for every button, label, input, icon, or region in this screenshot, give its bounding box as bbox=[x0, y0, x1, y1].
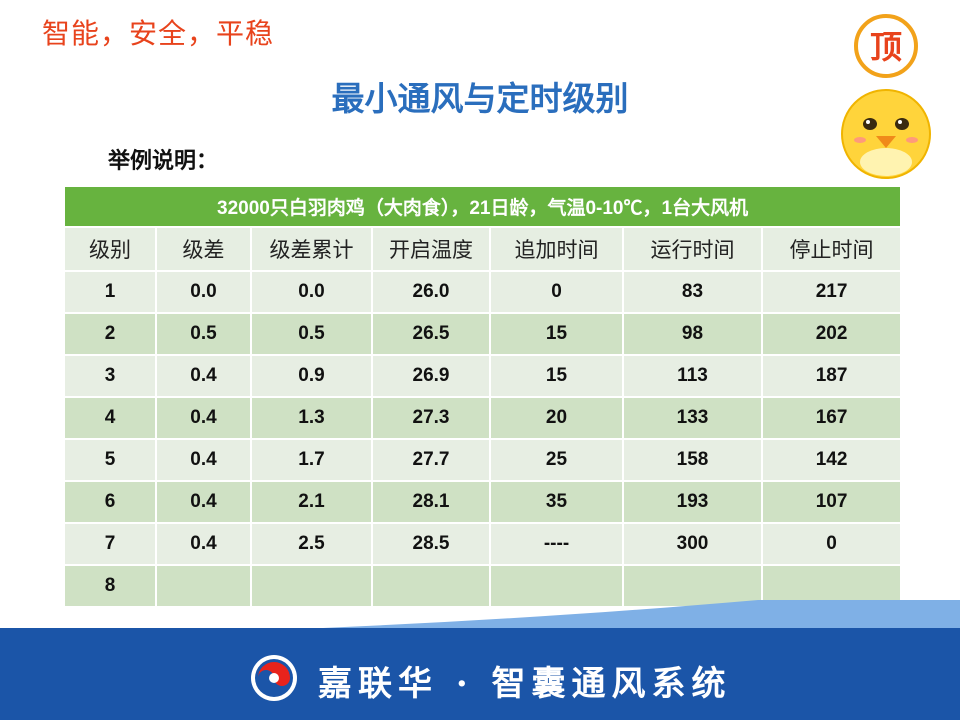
table-cell: 0.0 bbox=[250, 270, 373, 314]
table-cell: 2.5 bbox=[250, 522, 373, 566]
table-cell: 158 bbox=[622, 438, 763, 482]
table-cell: 28.1 bbox=[371, 480, 491, 524]
table-cell: 0.4 bbox=[155, 354, 252, 398]
mascot-text: 顶 bbox=[870, 28, 902, 66]
table-cell bbox=[622, 564, 763, 608]
table-row: 5 0.4 1.7 27.7 25 158 142 bbox=[63, 438, 903, 482]
table-cell: 6 bbox=[63, 480, 157, 524]
table-cell: 0.4 bbox=[155, 480, 252, 524]
header-cell: 级差累计 bbox=[250, 226, 373, 272]
table-cell: ---- bbox=[489, 522, 624, 566]
table-cell: 0.0 bbox=[155, 270, 252, 314]
ventilation-level-table: 32000只白羽肉鸡（大肉食），21日龄，气温0-10℃，1台大风机 级别 级差… bbox=[62, 185, 903, 608]
table-caption: 32000只白羽肉鸡（大肉食），21日龄，气温0-10℃，1台大风机 bbox=[62, 185, 903, 228]
table-cell: 0 bbox=[489, 270, 624, 314]
table-row: 8 bbox=[63, 564, 903, 608]
table-cell: 107 bbox=[760, 480, 903, 524]
brand-name: 嘉联华 · 智囊通风系统 bbox=[318, 664, 732, 704]
table-cell: 26.5 bbox=[371, 312, 491, 356]
table-cell bbox=[371, 564, 491, 608]
table-cell: 2 bbox=[63, 312, 157, 356]
table-cell: 300 bbox=[622, 522, 763, 566]
table-cell: 193 bbox=[622, 480, 763, 524]
table-cell: 0.4 bbox=[155, 396, 252, 440]
table-cell: 1.3 bbox=[250, 396, 373, 440]
table-cell: 20 bbox=[489, 396, 624, 440]
table-cell: 35 bbox=[489, 480, 624, 524]
table-row: 7 0.4 2.5 28.5 ---- 300 0 bbox=[63, 522, 903, 566]
table-cell: 83 bbox=[622, 270, 763, 314]
table-cell: 28.5 bbox=[371, 522, 491, 566]
table-cell: 4 bbox=[63, 396, 157, 440]
table-cell: 202 bbox=[760, 312, 903, 356]
chick-mascot-icon: 顶 bbox=[841, 14, 931, 179]
header-cell: 运行时间 bbox=[622, 226, 763, 272]
table-row: 4 0.4 1.3 27.3 20 133 167 bbox=[63, 396, 903, 440]
table-cell: 1.7 bbox=[250, 438, 373, 482]
table-row: 3 0.4 0.9 26.9 15 113 187 bbox=[63, 354, 903, 398]
table-cell: 0 bbox=[760, 522, 903, 566]
table-cell: 0.4 bbox=[155, 438, 252, 482]
header-cell: 停止时间 bbox=[760, 226, 903, 272]
header-cell: 开启温度 bbox=[371, 226, 491, 272]
table-cell: 27.7 bbox=[371, 438, 491, 482]
table-cell: 0.9 bbox=[250, 354, 373, 398]
table-cell: 15 bbox=[489, 312, 624, 356]
table-cell: 113 bbox=[622, 354, 763, 398]
example-label: 举例说明： bbox=[108, 149, 219, 174]
table-caption-row: 32000只白羽肉鸡（大肉食），21日龄，气温0-10℃，1台大风机 bbox=[62, 185, 903, 228]
tagline: 智能，安全，平稳 bbox=[42, 17, 275, 50]
header-cell: 追加时间 bbox=[489, 226, 624, 272]
footer-band bbox=[0, 628, 960, 720]
table-cell: 26.0 bbox=[371, 270, 491, 314]
table-cell: 133 bbox=[622, 396, 763, 440]
table-cell: 0.5 bbox=[250, 312, 373, 356]
table-header-row: 级别 级差 级差累计 开启温度 追加时间 运行时间 停止时间 bbox=[63, 226, 903, 272]
table-cell: 26.9 bbox=[371, 354, 491, 398]
company-logo-icon bbox=[251, 655, 297, 701]
table-cell: 27.3 bbox=[371, 396, 491, 440]
page-title: 最小通风与定时级别 bbox=[331, 79, 629, 118]
table-cell bbox=[489, 564, 624, 608]
table-cell: 98 bbox=[622, 312, 763, 356]
table-cell: 7 bbox=[63, 522, 157, 566]
table-row: 2 0.5 0.5 26.5 15 98 202 bbox=[63, 312, 903, 356]
table-cell: 1 bbox=[63, 270, 157, 314]
header-cell: 级差 bbox=[155, 226, 252, 272]
table-cell: 142 bbox=[760, 438, 903, 482]
table-cell: 15 bbox=[489, 354, 624, 398]
table-cell: 167 bbox=[760, 396, 903, 440]
table-cell: 217 bbox=[760, 270, 903, 314]
table-cell bbox=[155, 564, 252, 608]
header-cell: 级别 bbox=[63, 226, 157, 272]
table-cell: 2.1 bbox=[250, 480, 373, 524]
table-row: 1 0.0 0.0 26.0 0 83 217 bbox=[63, 270, 903, 314]
table-cell: 8 bbox=[63, 564, 157, 608]
table-cell: 3 bbox=[63, 354, 157, 398]
table-cell bbox=[250, 564, 373, 608]
table-row: 6 0.4 2.1 28.1 35 193 107 bbox=[63, 480, 903, 524]
table-cell: 25 bbox=[489, 438, 624, 482]
table-cell: 187 bbox=[760, 354, 903, 398]
table-cell: 0.5 bbox=[155, 312, 252, 356]
table-cell: 0.4 bbox=[155, 522, 252, 566]
table-cell: 5 bbox=[63, 438, 157, 482]
